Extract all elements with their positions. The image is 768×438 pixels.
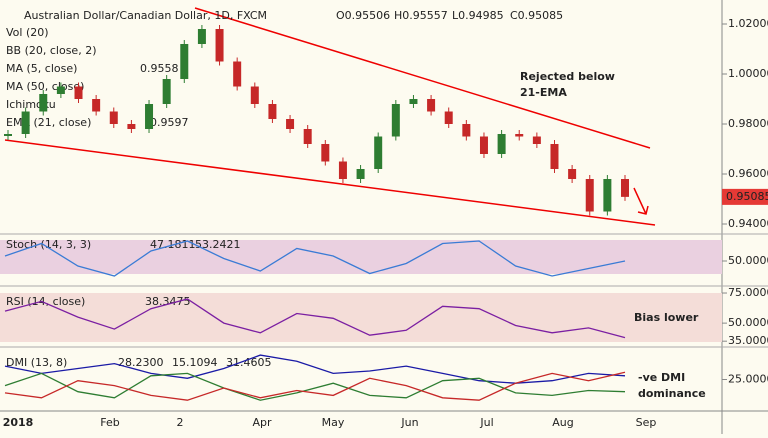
- x-tick-label: Apr: [252, 416, 272, 429]
- indicator-value: 53.2421: [195, 238, 241, 251]
- x-tick-label: 2: [177, 416, 184, 429]
- candle: [74, 86, 83, 99]
- x-tick-label: Jul: [479, 416, 493, 429]
- candle: [603, 179, 612, 212]
- y-tick-label: 0.94000: [728, 217, 768, 230]
- candle: [286, 119, 295, 129]
- indicator-label: RSI (14, close): [6, 295, 85, 308]
- candle: [250, 86, 259, 104]
- indicator-label: Vol (20): [6, 26, 49, 39]
- ohlc: L0.94985: [452, 9, 504, 22]
- x-tick-label: May: [322, 416, 345, 429]
- arrow: [633, 187, 649, 215]
- candle: [374, 136, 383, 169]
- indicator-label: EMA (21, close): [6, 116, 91, 129]
- y-tick-label: 75.0000: [728, 286, 768, 299]
- candle: [515, 134, 524, 137]
- ohlc: O0.95506: [336, 9, 390, 22]
- candle: [180, 44, 189, 79]
- annotation: Rejected below: [520, 70, 615, 83]
- candle: [356, 169, 365, 179]
- indicator-value: 15.1094: [172, 356, 218, 369]
- rsi-band: [0, 293, 722, 342]
- candle: [532, 136, 541, 144]
- candle: [321, 144, 330, 162]
- candle: [92, 99, 101, 112]
- x-tick-label: Sep: [636, 416, 657, 429]
- candle: [338, 161, 347, 179]
- indicator-label: MA (5, close): [6, 62, 77, 75]
- candle: [585, 179, 594, 212]
- annotation: dominance: [638, 387, 706, 400]
- candle: [621, 179, 629, 197]
- stoch-band: [0, 240, 722, 274]
- trendline: [194, 7, 651, 149]
- annotation: Bias lower: [634, 311, 699, 324]
- ohlc: H0.95557: [394, 9, 448, 22]
- indicator-line: [4, 372, 626, 401]
- indicator-value: 31.4605: [226, 356, 272, 369]
- indicator-line: [4, 298, 626, 339]
- candle: [391, 104, 400, 137]
- x-tick-label: Jun: [400, 416, 418, 429]
- candle: [497, 134, 506, 154]
- candle: [162, 79, 171, 104]
- candle: [197, 29, 206, 44]
- y-tick-label: 25.0000: [728, 373, 768, 386]
- indicator-value: 0.9597: [150, 116, 189, 129]
- candle: [215, 29, 224, 62]
- x-tick-label: 2018: [3, 416, 34, 429]
- indicator-line: [4, 371, 626, 401]
- indicator-line: [4, 354, 626, 384]
- candle: [462, 124, 471, 137]
- candle: [568, 169, 577, 179]
- price-tag: [722, 188, 768, 205]
- y-tick-label: 35.0000: [728, 334, 768, 347]
- candle: [109, 111, 118, 124]
- candle: [268, 104, 277, 119]
- indicator-value: 28.2300: [118, 356, 164, 369]
- candle: [21, 111, 30, 134]
- candle: [233, 61, 242, 87]
- y-tick-label: 50.0000: [728, 316, 768, 329]
- indicator-value: 0.9558: [140, 62, 179, 75]
- candle: [56, 86, 65, 94]
- indicator-label: DMI (13, 8): [6, 356, 67, 369]
- x-tick-label: Feb: [100, 416, 119, 429]
- annotation: -ve DMI: [638, 371, 685, 384]
- indicator-label: Ichimoku: [6, 98, 56, 111]
- candle: [145, 104, 154, 129]
- ohlc: C0.95085: [510, 9, 563, 22]
- candle: [427, 99, 436, 112]
- candle: [479, 136, 488, 154]
- candle: [444, 111, 453, 124]
- annotation: 21-EMA: [520, 86, 567, 99]
- candle: [550, 144, 559, 169]
- indicator-label: MA (50, close): [6, 80, 84, 93]
- candle: [303, 129, 312, 144]
- candle: [4, 134, 12, 136]
- indicator-line: [4, 240, 626, 277]
- x-tick-label: Aug: [552, 416, 573, 429]
- indicator-label: BB (20, close, 2): [6, 44, 97, 57]
- y-tick-label: 50.0000: [728, 254, 768, 267]
- trendline: [4, 139, 656, 226]
- candle: [409, 99, 418, 104]
- title: Australian Dollar/Canadian Dollar, 1D, F…: [24, 9, 267, 22]
- price-tag-label: 0.95085: [726, 190, 768, 203]
- y-tick-label: 1.02000: [728, 17, 768, 30]
- candle: [127, 124, 136, 129]
- candle: [39, 94, 48, 112]
- indicator-value: 38.3475: [145, 295, 191, 308]
- indicator-label: Stoch (14, 3, 3): [6, 238, 91, 251]
